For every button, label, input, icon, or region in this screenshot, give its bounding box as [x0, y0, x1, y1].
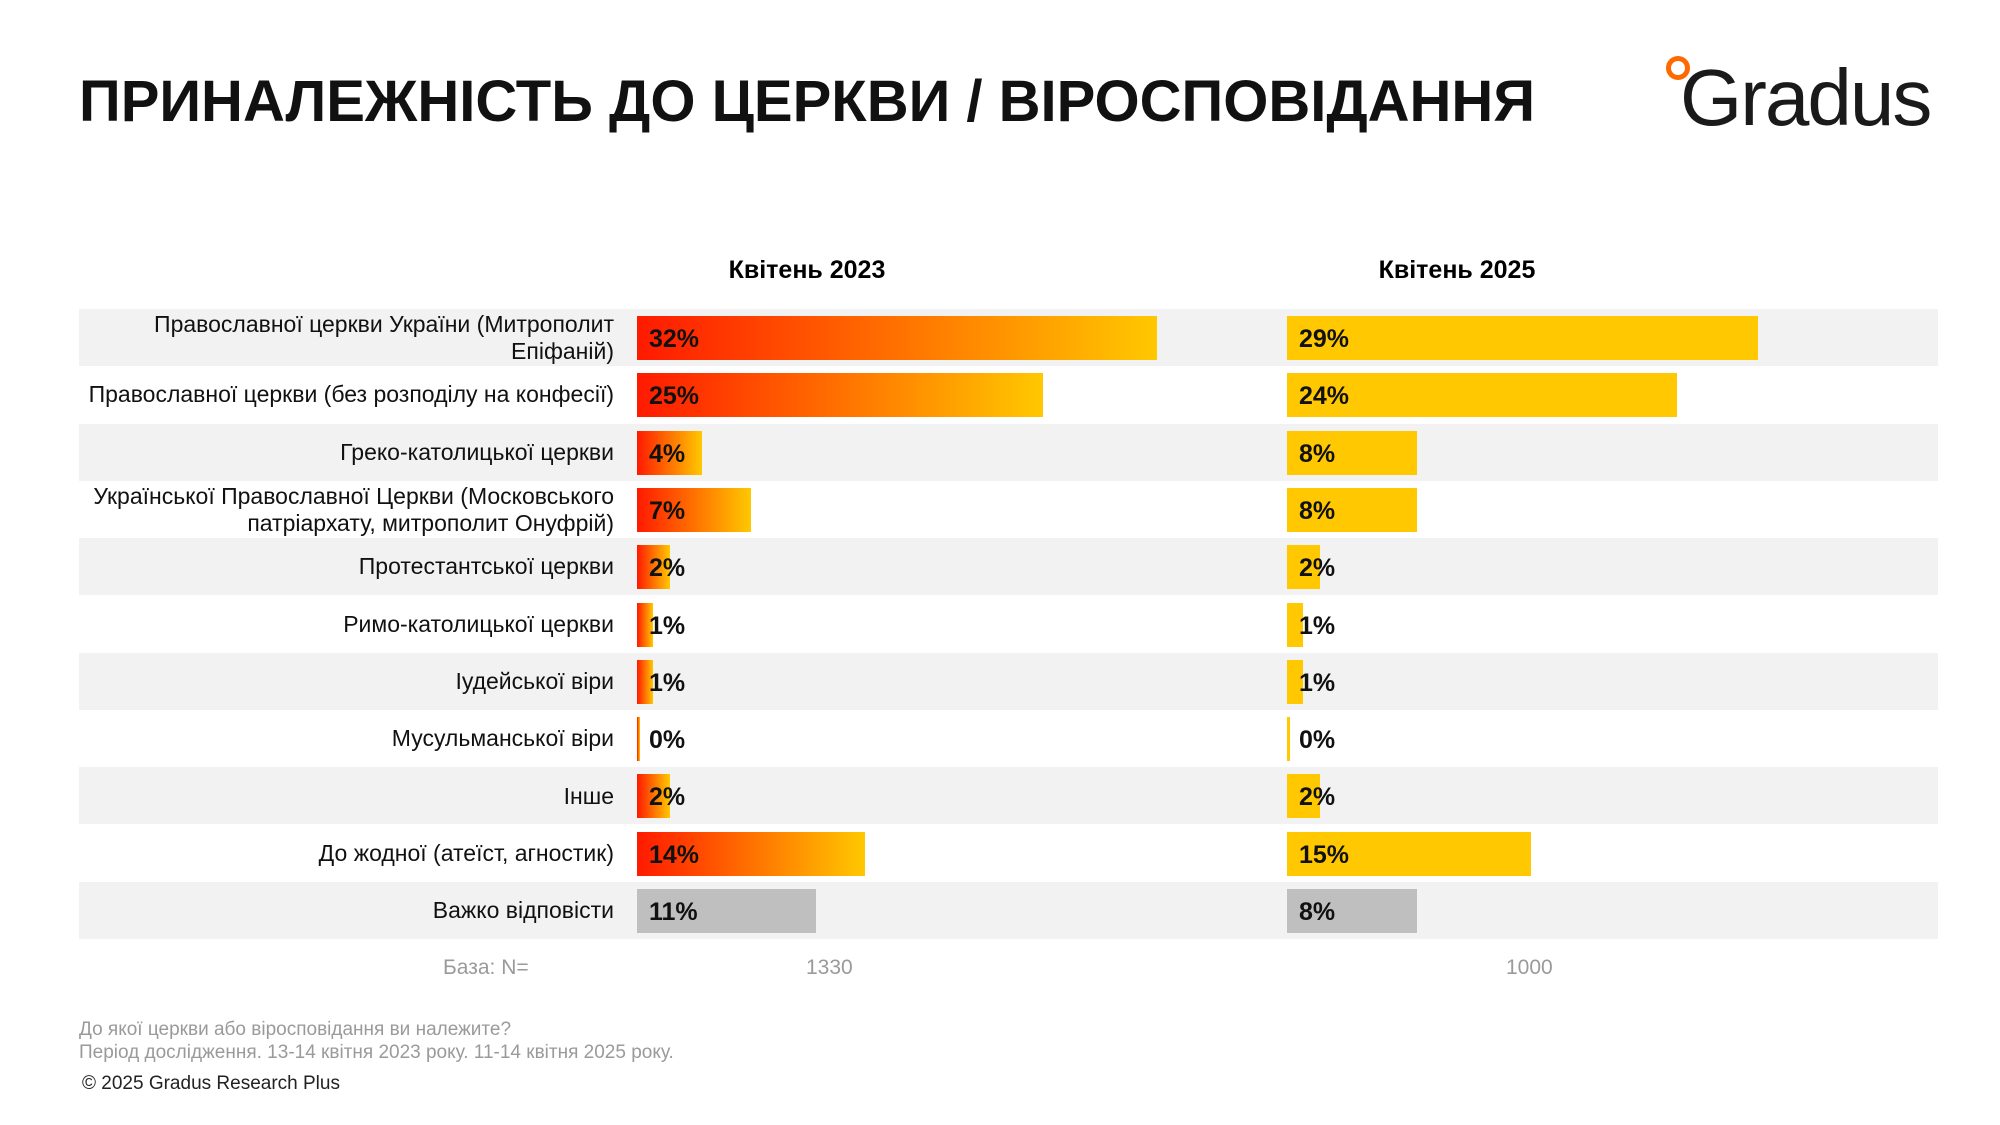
- value-label: 7%: [649, 496, 686, 525]
- bar: [1287, 373, 1677, 418]
- footnote: Період дослідження. 13-14 квітня 2023 ро…: [79, 1042, 674, 1063]
- bar: [637, 889, 816, 933]
- value-label: 0%: [649, 726, 686, 755]
- category-label: Римо-католицької церкви: [343, 610, 614, 637]
- category-label: Української Православної Церкви (Московс…: [93, 482, 614, 536]
- bar: [637, 717, 640, 762]
- bar: [637, 316, 1157, 360]
- bar: [1287, 602, 1304, 647]
- base-label: База: N=: [443, 956, 529, 979]
- bar: [1287, 545, 1320, 590]
- category-label: Мусульманської віри: [391, 725, 614, 752]
- base-value: 1000: [1506, 956, 1553, 979]
- bar: [1287, 430, 1417, 475]
- value-label: 8%: [1299, 496, 1336, 525]
- category-label: Греко-католицької церкви: [340, 438, 614, 465]
- category-label: Важко відповісти: [432, 897, 614, 924]
- value-label: 1%: [649, 611, 686, 640]
- series-header: Квітень 2025: [1378, 256, 1536, 284]
- bar: [637, 487, 751, 532]
- row-band: [79, 767, 1938, 825]
- bar: [1287, 487, 1417, 532]
- value-label: 0%: [1299, 726, 1336, 755]
- row-band: [79, 538, 1938, 596]
- value-label: 1%: [1299, 611, 1336, 640]
- category-label: Інше: [563, 782, 614, 809]
- bar: [637, 602, 654, 647]
- value-label: 2%: [1299, 783, 1336, 812]
- bar: [1287, 774, 1320, 819]
- value-label: 32%: [649, 325, 700, 353]
- value-label: 2%: [649, 783, 686, 812]
- value-label: 14%: [649, 840, 700, 869]
- category-label: Іудейської віри: [455, 667, 614, 694]
- bar: [1287, 659, 1304, 704]
- value-label: 1%: [649, 668, 686, 697]
- bar: [1287, 889, 1417, 933]
- category-label: Православної церкви України (Митрополит …: [154, 310, 614, 364]
- bar: [637, 831, 865, 876]
- copyright: © 2025 Gradus Research Plus: [82, 1073, 340, 1094]
- value-label: 1%: [1299, 668, 1336, 697]
- series-header: Квітень 2023: [728, 256, 886, 284]
- value-label: 8%: [1299, 439, 1336, 468]
- row-band: [79, 882, 1938, 939]
- bar: [637, 373, 1044, 418]
- value-label: 2%: [649, 554, 686, 583]
- value-label: 11%: [649, 898, 698, 926]
- bar: [1287, 316, 1759, 360]
- bar: [637, 545, 670, 590]
- row-band: [79, 652, 1938, 710]
- category-label: До жодної (атеїст, агностик): [318, 839, 614, 866]
- bar: [637, 659, 654, 704]
- bar: [637, 430, 702, 475]
- category-label: Православної церкви (без розподілу на ко…: [88, 381, 614, 408]
- row-band: [79, 423, 1938, 481]
- bar: [1287, 717, 1290, 762]
- value-label: 15%: [1299, 840, 1350, 869]
- chart-title: ПРИНАЛЕЖНІСТЬ ДО ЦЕРКВИ / ВІРОСПОВІДАННЯ: [79, 69, 1536, 134]
- logo-dot: [1666, 56, 1690, 80]
- bar: [637, 774, 670, 819]
- value-label: 2%: [1299, 554, 1336, 583]
- logo: Gradus: [1680, 53, 1932, 142]
- footnote: До якої церкви або віросповідання ви нал…: [79, 1019, 512, 1040]
- value-label: 25%: [649, 382, 700, 411]
- value-label: 24%: [1299, 382, 1350, 411]
- category-label: Протестантської церкви: [358, 553, 614, 580]
- bar: [1287, 831, 1531, 876]
- base-value: 1330: [806, 956, 853, 979]
- value-label: 29%: [1299, 325, 1350, 353]
- value-label: 8%: [1299, 898, 1336, 926]
- value-label: 4%: [649, 439, 686, 468]
